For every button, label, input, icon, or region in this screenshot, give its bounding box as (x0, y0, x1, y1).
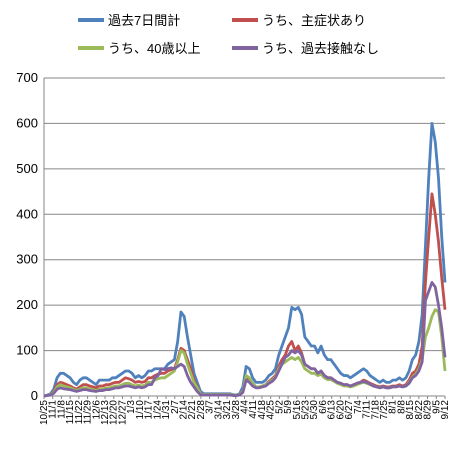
x-tick-label: 5/23 (301, 400, 312, 420)
x-tick-label: 5/9 (283, 400, 294, 414)
x-tick-label: 11/1 (48, 400, 59, 419)
x-tick-label: 11/22 (74, 400, 85, 425)
x-tick-label: 6/27 (344, 400, 355, 420)
x-tick-label: 3/28 (231, 400, 242, 420)
x-tick-label: 3/7 (205, 400, 216, 414)
x-tick-label: 11/29 (83, 400, 94, 425)
x-tick-label: 7/25 (379, 400, 390, 420)
x-tick-label: 4/4 (240, 400, 251, 414)
x-tick-label: 8/15 (405, 400, 416, 420)
x-tick-label: 8/8 (396, 400, 407, 414)
y-tick-label: 600 (16, 115, 38, 130)
x-tick-label: 8/22 (414, 400, 425, 420)
x-tick-label: 12/6 (91, 400, 102, 420)
x-tick-label: 5/2 (274, 400, 285, 414)
legend-label-0: 過去7日間計 (108, 13, 180, 28)
legend-label-2: うち、40歳以上 (108, 41, 200, 56)
series-lines (43, 122, 447, 398)
x-tick-label: 4/11 (248, 400, 259, 419)
x-tick-label: 9/5 (431, 400, 442, 414)
x-tick-label: 12/27 (117, 400, 128, 425)
x-tick-label: 4/18 (257, 400, 268, 420)
x-tick-label: 7/4 (353, 400, 364, 414)
x-tick-label: 2/14 (178, 400, 189, 420)
series-line-1 (43, 192, 447, 398)
x-tick-label: 1/17 (144, 400, 155, 420)
y-tick-label: 700 (16, 70, 38, 85)
x-tick-label: 6/13 (327, 400, 338, 420)
x-tick-label: 8/1 (388, 400, 399, 414)
x-tick-label: 7/11 (362, 400, 373, 419)
y-tick-label: 0 (31, 388, 38, 403)
y-tick-label: 300 (16, 252, 38, 267)
x-tick-label: 11/15 (65, 400, 76, 425)
x-tick-label: 10/25 (39, 400, 50, 425)
x-tick-label: 12/13 (100, 400, 111, 425)
x-tick-label: 2/7 (170, 400, 181, 414)
x-tick-label: 1/10 (135, 400, 146, 420)
x-tick-label: 4/25 (266, 400, 277, 420)
y-tick-label: 500 (16, 161, 38, 176)
x-tick-label: 8/29 (423, 400, 434, 420)
x-tick-label: 12/20 (109, 400, 120, 425)
x-tick-label: 1/3 (126, 400, 137, 414)
x-tick-label: 3/21 (222, 400, 233, 420)
y-tick-label: 400 (16, 206, 38, 221)
y-tick-label: 100 (16, 343, 38, 358)
x-tick-label: 1/31 (161, 400, 172, 420)
x-tick-label: 7/18 (370, 400, 381, 420)
x-tick-label: 2/21 (187, 400, 198, 420)
x-tick-label: 9/12 (440, 400, 451, 420)
x-tick-label: 11/8 (56, 400, 67, 419)
legend-label-1: うち、主症状あり (262, 13, 366, 28)
x-axis: 10/2511/111/811/1511/2211/2912/612/1312/… (39, 396, 451, 425)
legend-label-3: うち、過去接触なし (262, 41, 379, 56)
x-tick-label: 5/30 (309, 400, 320, 420)
x-tick-label: 2/28 (196, 400, 207, 420)
x-tick-label: 5/16 (292, 400, 303, 420)
series-line-3 (43, 281, 447, 398)
x-tick-label: 6/20 (335, 400, 346, 420)
x-tick-label: 6/6 (318, 400, 329, 414)
y-tick-label: 200 (16, 297, 38, 312)
gridlines (44, 77, 445, 397)
y-axis: 0 100 200 300 400 500 600 700 (16, 70, 45, 403)
x-tick-label: 3/14 (213, 400, 224, 420)
x-tick-label: 1/24 (152, 400, 163, 420)
